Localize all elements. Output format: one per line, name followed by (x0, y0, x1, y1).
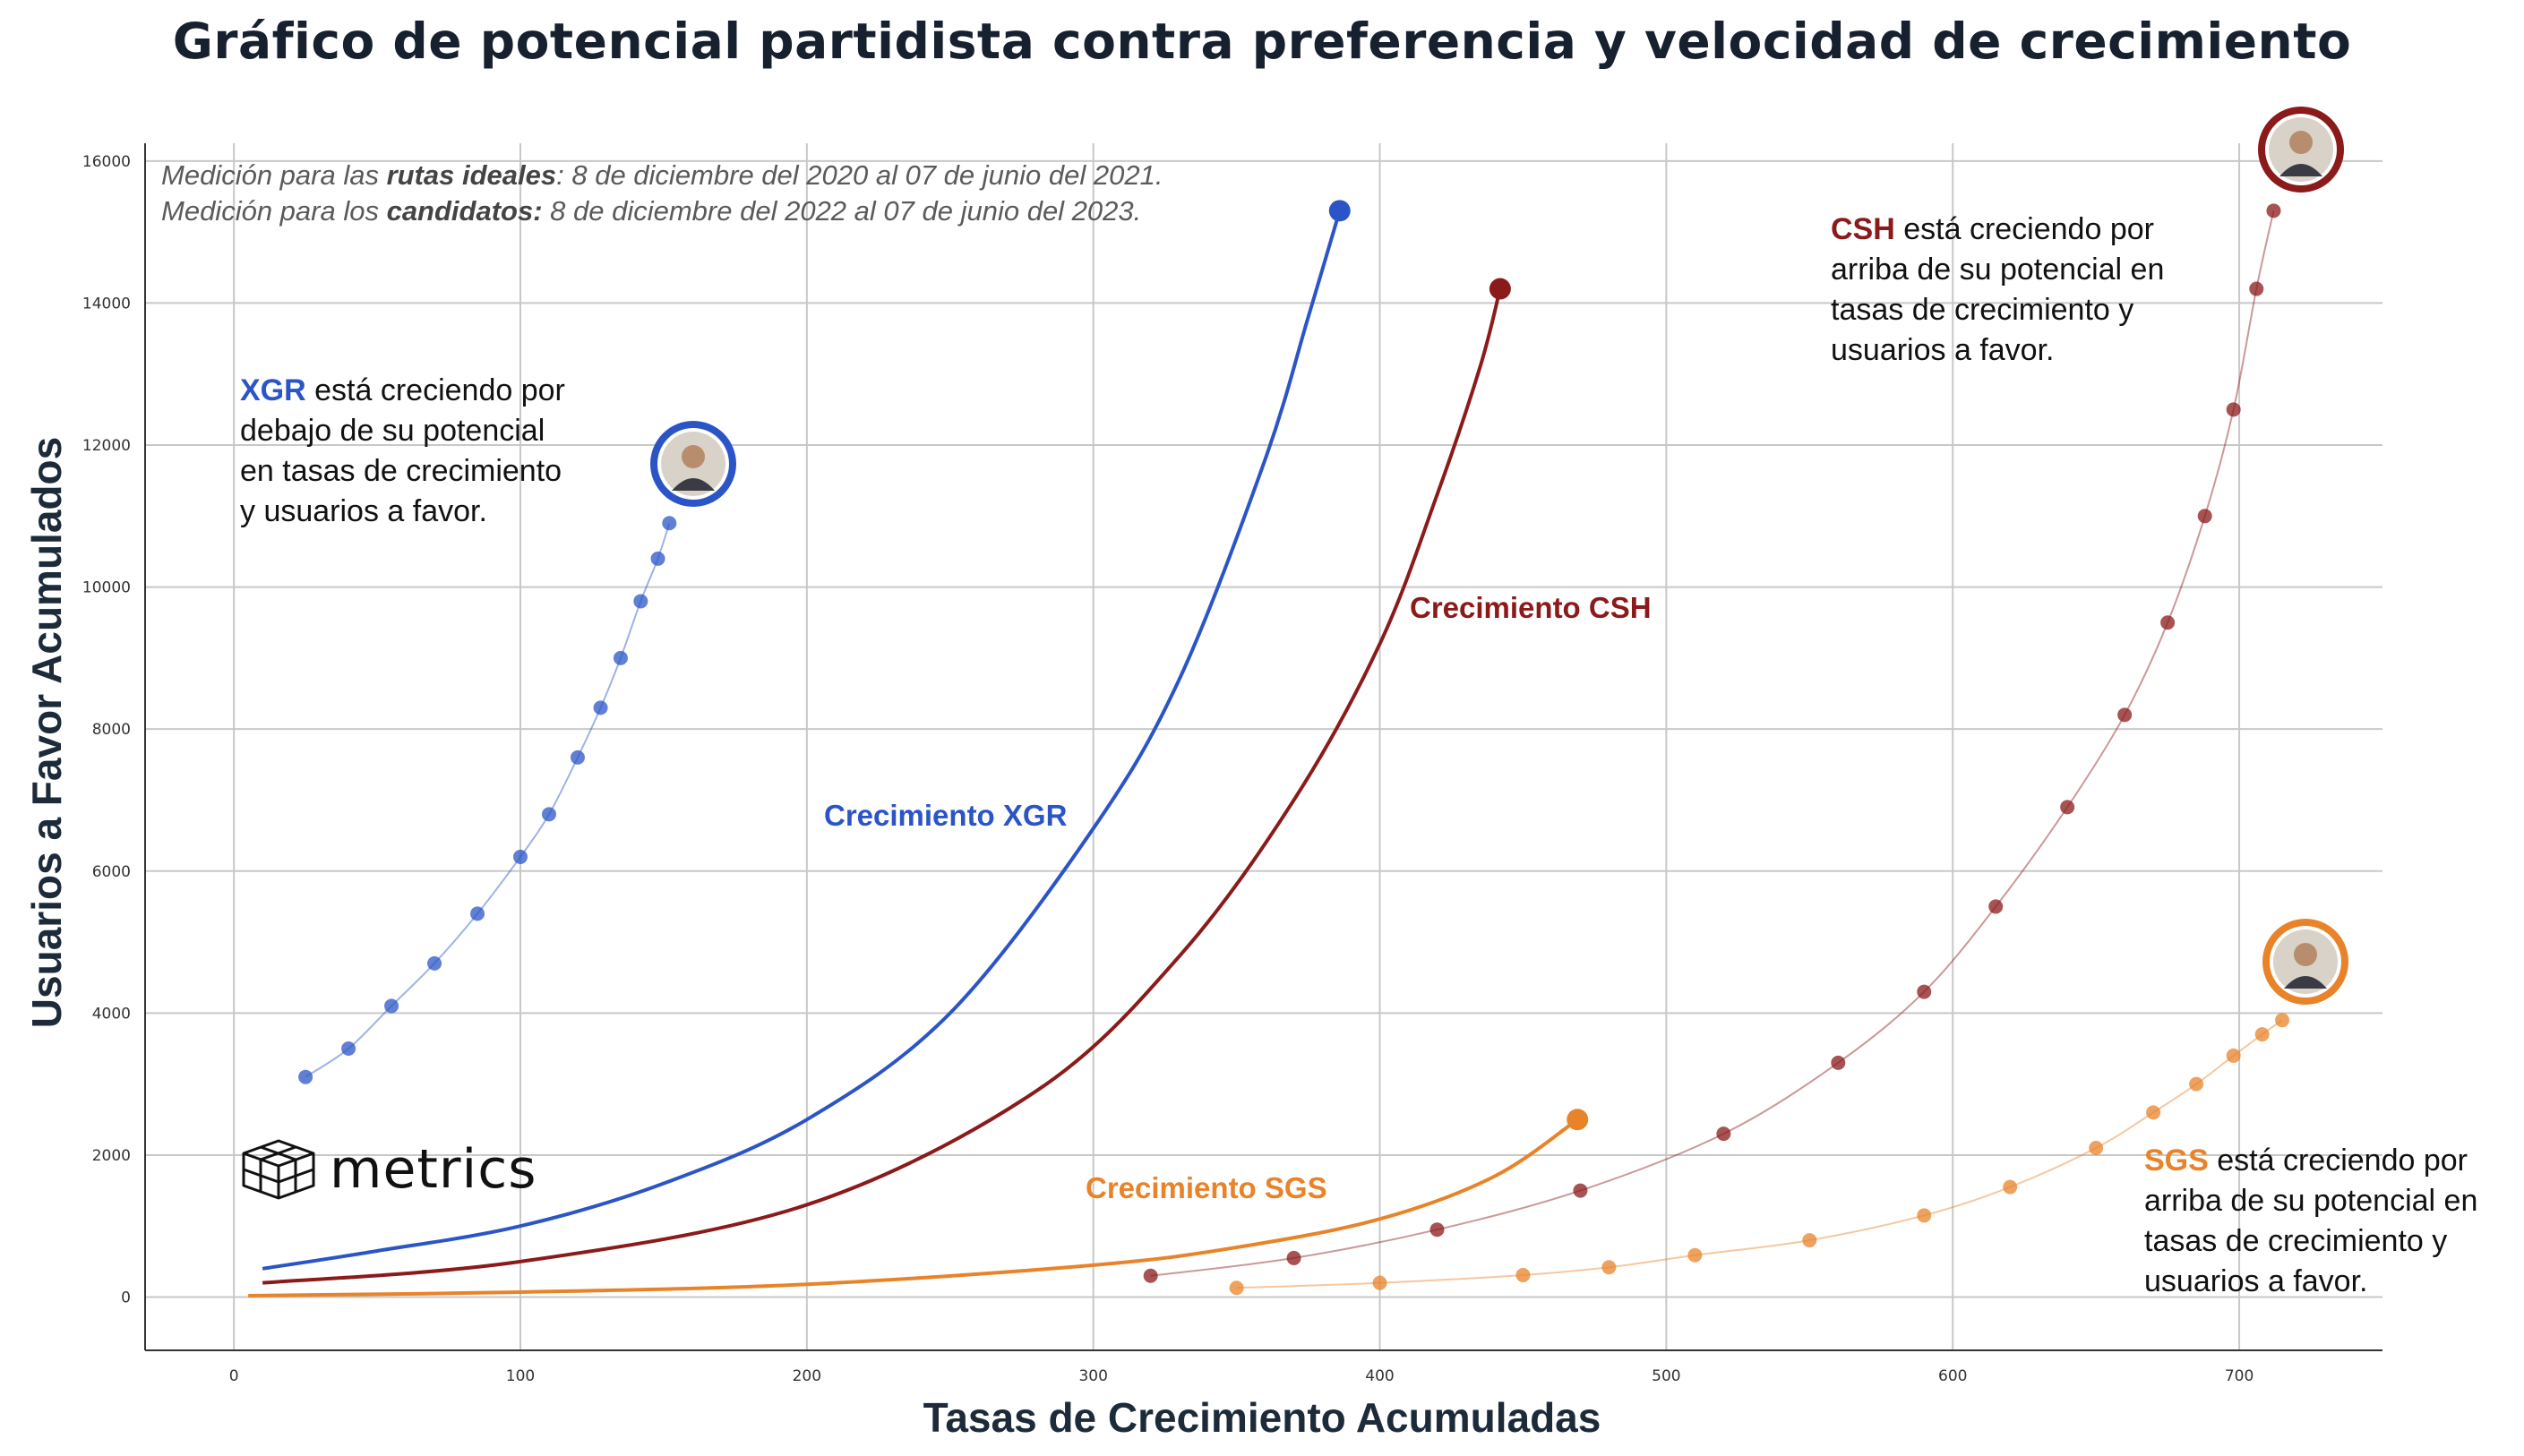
y-tick-label: 6000 (92, 863, 131, 881)
point-csh (1988, 899, 2004, 914)
point-xgr (470, 906, 485, 921)
x-tick-label: 600 (1938, 1367, 1967, 1385)
y-tick-label: 4000 (92, 1005, 131, 1023)
x-tick-label: 400 (1365, 1367, 1394, 1385)
point-sgs (2226, 1048, 2241, 1063)
logo-text: metrics (330, 1138, 537, 1201)
series-endpoint-crecimiento-sgs (1567, 1109, 1589, 1131)
point-sgs (1229, 1280, 1244, 1296)
y-tick-label: 14000 (82, 295, 131, 313)
x-tick-label: 700 (2225, 1367, 2254, 1385)
point-xgr (512, 849, 528, 864)
point-sgs (2146, 1105, 2161, 1120)
avatar-sgs-portrait-icon (2262, 919, 2348, 1005)
annotation-sgs: SGS está creciendo por arriba de su pote… (2144, 1143, 2478, 1298)
point-csh (1716, 1126, 1731, 1142)
x-tick-label: 100 (506, 1367, 535, 1385)
point-csh (2117, 707, 2133, 723)
point-sgs (2189, 1076, 2204, 1092)
annotation-xgr: XGR está creciendo por debajo de su pote… (240, 373, 565, 528)
point-xgr (384, 998, 399, 1014)
point-sgs (1372, 1275, 1387, 1290)
point-xgr (662, 516, 677, 531)
series-line-crecimiento-xgr (262, 210, 1342, 1271)
point-csh (2160, 615, 2176, 630)
x-tick-label: 0 (229, 1367, 239, 1385)
y-tick-label: 12000 (82, 437, 131, 455)
annotation-xgr-tag: XGR (240, 373, 306, 407)
point-xgr (633, 594, 648, 609)
label-crecimiento-csh: Crecimiento CSH (1410, 591, 1652, 624)
series-trend-xgr (305, 522, 671, 1078)
note-line-1: Medición para las rutas ideales: 8 de di… (161, 159, 1163, 191)
series-endpoint-crecimiento-csh (1489, 278, 1511, 300)
x-tick-label: 300 (1078, 1367, 1107, 1385)
x-tick-label: 500 (1652, 1367, 1680, 1385)
series-line-crecimiento-sgs (248, 1118, 1579, 1298)
metrics-logo: metrics (240, 1137, 537, 1202)
series-trend-csh (1150, 210, 2275, 1277)
point-sgs (1601, 1260, 1617, 1275)
point-csh (1917, 984, 1932, 999)
series-trend-sgs (1236, 1019, 2283, 1289)
avatar-csh-portrait-icon (2258, 107, 2344, 193)
point-sgs (2003, 1179, 2018, 1195)
point-csh (2266, 203, 2281, 218)
note-line-2: Medición para los candidatos: 8 de dicie… (161, 195, 1142, 227)
avatar-layer (650, 107, 2348, 1005)
point-sgs (1802, 1233, 1817, 1248)
y-tick-label: 2000 (92, 1147, 131, 1165)
y-tick-label: 8000 (92, 721, 131, 739)
isometric-cube-grid-icon (242, 1139, 315, 1200)
point-xgr (298, 1069, 313, 1084)
point-xgr (570, 749, 585, 765)
y-tick-label: 16000 (82, 153, 131, 171)
point-sgs (2275, 1013, 2290, 1028)
point-sgs (1917, 1208, 1932, 1223)
x-tick-label: 200 (793, 1367, 821, 1385)
annotation-sgs-tag: SGS (2144, 1143, 2209, 1178)
point-csh (2249, 281, 2264, 296)
y-axis-label: Usuarios a Favor Acumulados (23, 436, 70, 1029)
point-csh (2197, 509, 2212, 524)
y-tick-label: 0 (121, 1289, 131, 1307)
tick-labels: 0 100 200 300 400 500 600 700 0 2000 4000 6000 8000 1… (82, 153, 2254, 1385)
point-xgr (593, 700, 608, 715)
point-xgr (341, 1041, 356, 1056)
point-csh (2060, 800, 2075, 815)
axes (144, 143, 2382, 1351)
y-tick-label: 10000 (82, 579, 131, 597)
point-xgr (613, 650, 628, 665)
grid-lines (145, 143, 2382, 1350)
label-crecimiento-sgs: Crecimiento SGS (1086, 1171, 1327, 1204)
series-line-crecimiento-csh (262, 288, 1502, 1285)
point-xgr (427, 955, 442, 971)
point-csh (1429, 1222, 1445, 1238)
point-sgs (2254, 1027, 2270, 1042)
point-xgr (650, 551, 665, 566)
avatar-xgr-portrait-icon (650, 421, 736, 507)
measurement-note: Medición para las rutas ideales: 8 de di… (161, 158, 1163, 229)
point-sgs (1515, 1267, 1531, 1282)
point-csh (1831, 1055, 1846, 1070)
annotation-csh: CSH está creciendo por arriba de su pote… (1831, 212, 2165, 367)
point-sgs (1687, 1247, 1703, 1263)
point-csh (1573, 1183, 1588, 1198)
x-axis-label: Tasas de Crecimiento Acumuladas (923, 1394, 1601, 1441)
label-crecimiento-xgr: Crecimiento XGR (824, 799, 1068, 832)
point-csh (1143, 1268, 1158, 1283)
point-xgr (541, 807, 556, 822)
point-sgs (2089, 1141, 2104, 1156)
series-endpoint-crecimiento-xgr (1328, 200, 1351, 222)
point-csh (2226, 402, 2241, 417)
point-csh (1286, 1250, 1301, 1265)
annotation-csh-tag: CSH (1831, 212, 1895, 246)
series-layer (248, 200, 2290, 1298)
chart-title: Gráfico de potencial partidista contra p… (172, 13, 2352, 70)
